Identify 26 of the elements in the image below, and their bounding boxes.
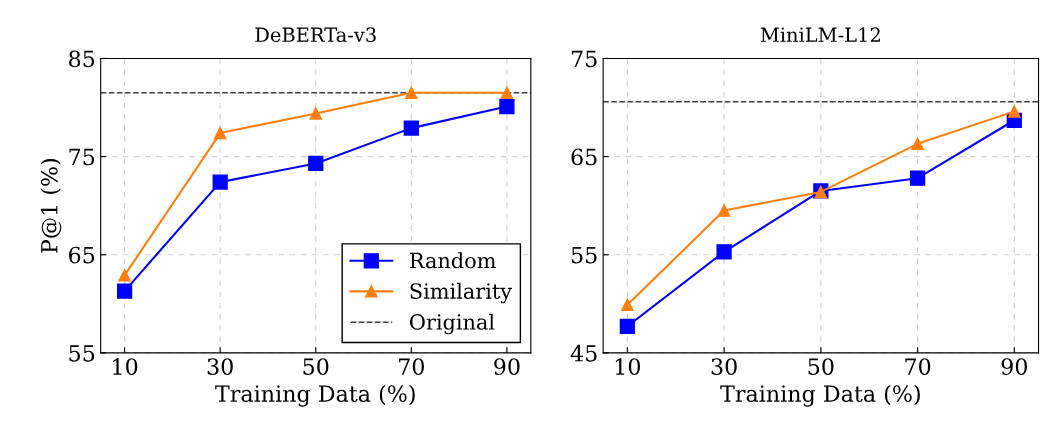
x-axis-title: Training Data (%) <box>720 384 920 407</box>
y-tick-label: 75 <box>571 50 597 68</box>
legend-label: Random <box>409 252 496 269</box>
legend-label: Original <box>410 313 495 335</box>
y-tick-label: 65 <box>69 246 95 264</box>
x-tick-label: 70 <box>905 358 931 375</box>
y-tick-label: 55 <box>571 246 597 264</box>
chart-title: MiniLM-L12 <box>760 27 880 42</box>
x-tick-label: 10 <box>113 358 138 375</box>
legend-label: Similarity <box>410 282 512 304</box>
x-tick-label: 10 <box>615 358 641 375</box>
x-tick-label: 90 <box>1001 358 1027 375</box>
x-tick-label: 50 <box>808 358 834 375</box>
y-tick-label: 65 <box>571 148 597 166</box>
x-tick-label: 50 <box>303 358 329 375</box>
y-tick-label: 75 <box>69 148 95 166</box>
x-tick-label: 30 <box>711 358 737 375</box>
x-axis-title: Training Data (%) <box>215 384 415 407</box>
chart-title: DeBERTa-v3 <box>255 27 376 43</box>
y-tick-label: 85 <box>69 50 95 68</box>
x-tick-label: 90 <box>494 358 520 375</box>
y-tick-label: 45 <box>570 344 597 362</box>
x-tick-label: 70 <box>399 358 424 375</box>
y-tick-label: 55 <box>69 345 95 362</box>
x-tick-label: 30 <box>207 358 233 375</box>
y-axis-title: P@1 (%) <box>40 159 62 253</box>
